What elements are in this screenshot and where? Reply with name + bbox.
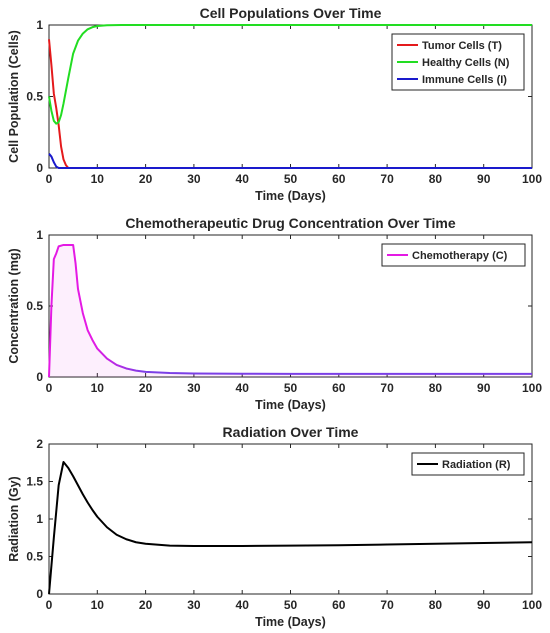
x-tick-label: 30 [187,598,201,612]
chart-panel-2: 0 10 20 30 40 50 60 70 80 90 100 0 0.5 1 Chemotherapeu… [7,215,542,412]
legend-label: Immune Cells (I) [422,74,507,86]
x-tick-label: 100 [522,381,542,395]
legend-label: Healthy Cells (N) [422,57,510,69]
y-tick-label: 0 [36,587,43,601]
x-tick-label: 100 [522,598,542,612]
x-tick-label: 70 [380,381,394,395]
series-line [48,24,532,125]
y-tick-label: 0.5 [26,299,43,313]
x-tick-label: 40 [236,598,250,612]
x-tick-label: 20 [139,598,153,612]
x-tick-label: 0 [46,172,53,186]
x-tick-label: 40 [236,381,250,395]
x-axis-label: Time (Days) [255,189,326,203]
x-tick-label: 60 [332,381,346,395]
x-tick-label: 40 [236,172,250,186]
x-tick-label: 60 [332,598,346,612]
y-tick-label: 0 [36,370,43,384]
x-tick-label: 10 [91,598,105,612]
x-tick-label: 90 [477,381,491,395]
y-tick-label: 0.5 [26,550,43,564]
series-line [48,461,533,595]
x-tick-label: 90 [477,598,491,612]
x-tick-label: 80 [429,172,443,186]
legend: Tumor Cells (T) Healthy Cells (N) Immune C… [391,33,525,91]
x-tick-label: 70 [380,172,394,186]
legend-box [411,452,525,476]
x-tick-label: 50 [284,381,298,395]
y-axis-label: Cell Population (Cells) [7,30,21,163]
x-tick-label: 70 [380,598,394,612]
x-tick-label: 0 [46,381,53,395]
x-tick-label: 20 [139,381,153,395]
legend-label: Radiation (R) [442,459,511,471]
x-tick-label: 10 [91,381,105,395]
legend: Chemotherapy (C) [381,243,526,267]
y-tick-label: 1 [36,512,43,526]
chart-title: Chemotherapeutic Drug Concentration Over… [125,215,456,231]
x-tick-label: 100 [522,172,542,186]
y-tick-label: 1 [36,18,43,32]
x-tick-label: 80 [429,381,443,395]
x-tick-label: 60 [332,172,346,186]
x-tick-label: 50 [284,172,298,186]
chart-title: Cell Populations Over Time [200,5,382,21]
y-tick-label: 2 [36,437,43,451]
series-line [48,153,532,169]
x-tick-label: 30 [187,381,201,395]
y-tick-label: 0.5 [26,90,43,104]
x-tick-label: 10 [91,172,105,186]
x-axis-label: Time (Days) [255,398,326,412]
chart-panel-3: 0 10 20 30 40 50 60 70 80 90 100 0 0.5 1 1.5 2 Radiation… [7,424,542,629]
legend-label: Tumor Cells (T) [422,40,502,52]
x-tick-label: 90 [477,172,491,186]
legend-box [391,33,525,91]
legend-label: Chemotherapy (C) [412,250,508,262]
x-tick-label: 80 [429,598,443,612]
x-tick-label: 30 [187,172,201,186]
x-tick-label: 50 [284,598,298,612]
x-axis-label: Time (Days) [255,615,326,629]
legend-box [381,243,526,267]
x-tick-label: 0 [46,598,53,612]
y-tick-label: 1.5 [26,475,43,489]
series-line [48,243,532,378]
x-tick-label: 20 [139,172,153,186]
y-tick-label: 1 [36,228,43,242]
legend: Radiation (R) [411,452,525,476]
y-axis-label: Radiation (Gy) [7,476,21,561]
y-tick-label: 0 [36,161,43,175]
chart-title: Radiation Over Time [223,424,359,440]
chart-panel-1: 0 10 20 30 40 50 60 70 80 90 100 0 0.5 1 Cell Populati… [7,5,542,203]
y-axis-label: Concentration (mg) [7,248,21,363]
series-area [49,244,532,377]
